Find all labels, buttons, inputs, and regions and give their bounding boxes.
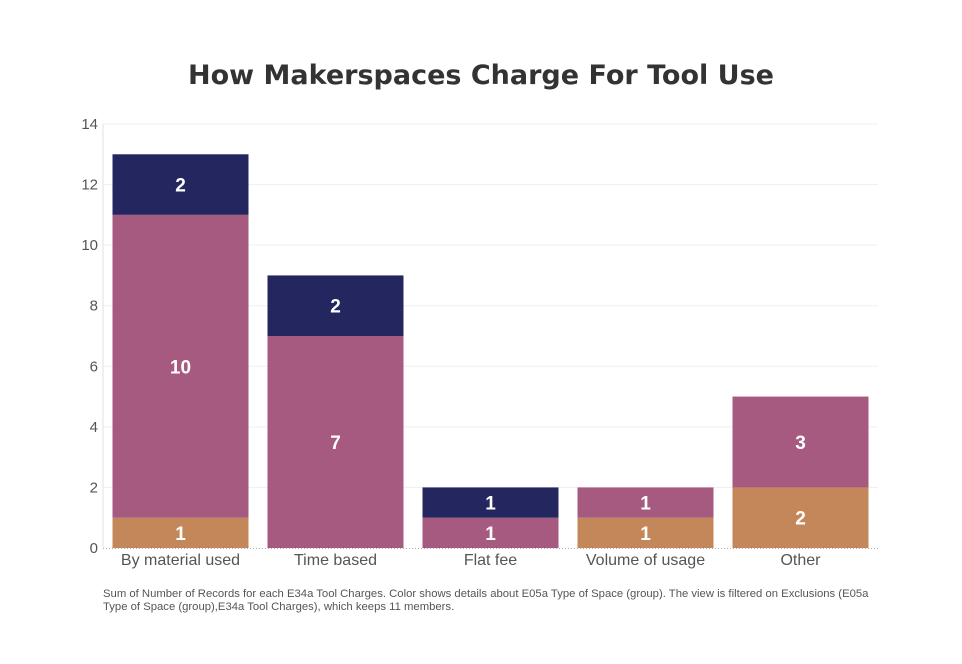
bars: 1 10 2 7 2 1 1 1 1 2 3 [112, 154, 869, 548]
y-tick-label: 6 [90, 358, 98, 375]
bar-value-label: 3 [795, 433, 806, 454]
bar-segment [267, 275, 404, 336]
bar-value-label: 1 [485, 494, 496, 515]
bar-segment [577, 487, 714, 518]
x-category-label: Other [780, 552, 821, 569]
bar-value-label: 1 [175, 524, 186, 545]
bar-segment [267, 336, 404, 548]
bar-value-label: 7 [330, 433, 341, 454]
y-tick-label: 2 [90, 479, 98, 496]
bar-value-label: 2 [175, 176, 186, 197]
y-tick-label: 4 [90, 419, 98, 436]
y-tick-label: 8 [90, 298, 98, 315]
bar-value-label: 2 [330, 297, 341, 318]
bar-segment [112, 214, 249, 518]
bar-value-label: 1 [640, 494, 651, 515]
bar-value-label: 1 [485, 524, 496, 545]
bar-value-label: 10 [170, 357, 191, 378]
y-tick-label: 12 [81, 177, 98, 194]
x-category-label: Flat fee [464, 552, 517, 569]
bar-segment [577, 517, 714, 548]
x-category-label: Volume of usage [586, 552, 705, 569]
x-category-label: By material used [121, 552, 240, 569]
chart-caption: Sum of Number of Records for each E34a T… [103, 588, 869, 613]
bar-segment [112, 154, 249, 215]
bar-segment [732, 487, 869, 548]
bar-segment [112, 517, 249, 548]
bar-segment [422, 487, 559, 518]
bar-segment [732, 396, 869, 488]
x-category-label: Time based [294, 552, 377, 569]
bar-segment [422, 517, 559, 548]
bar-value-label: 2 [795, 509, 806, 530]
y-tick-label: 10 [81, 237, 98, 254]
chart-title: How Makerspaces Charge For Tool Use [188, 60, 774, 91]
x-axis-labels: By material used Time based Flat fee Volume… [121, 552, 821, 569]
y-tick-label: 0 [90, 540, 98, 557]
y-tick-label: 14 [81, 116, 98, 133]
bar-value-label: 1 [640, 524, 651, 545]
